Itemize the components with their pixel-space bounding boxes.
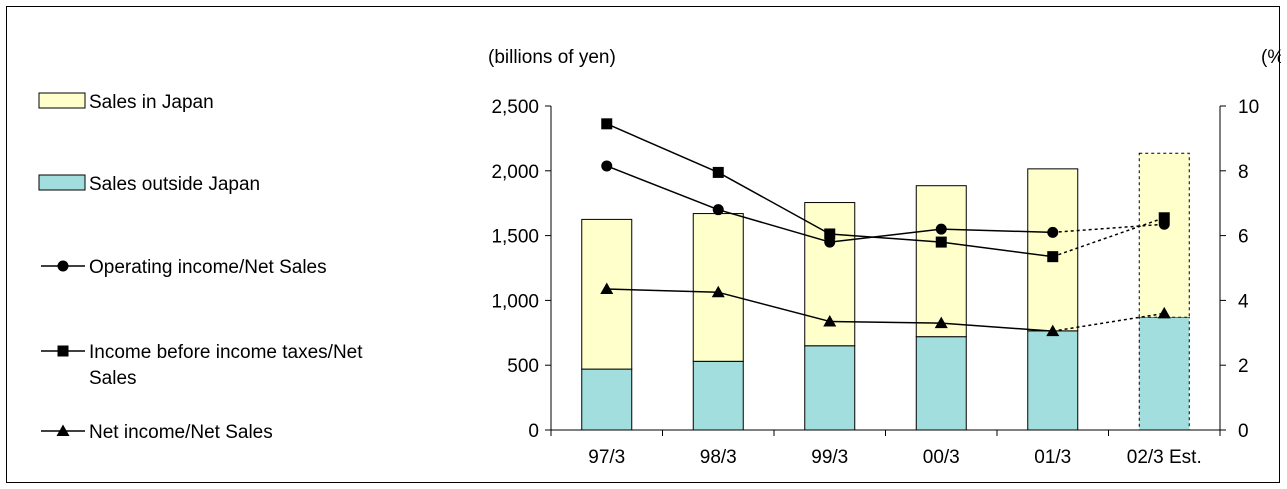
right-axis-label: (%): [1261, 47, 1281, 68]
series-point: [600, 282, 614, 295]
legend-label: Income before income taxes/Net: [89, 342, 363, 363]
right-axis-tick-label: 2: [1238, 356, 1249, 377]
legend-marker: [56, 424, 70, 436]
bar-sales-outside-japan: [692, 360, 744, 431]
series-point: [823, 314, 837, 327]
legend-marker: [57, 260, 69, 272]
series-point: [1157, 306, 1171, 319]
series-segment: [606, 165, 719, 211]
bar-sales-outside-japan: [915, 336, 967, 431]
series-net-income-ratio: [600, 282, 1171, 337]
series-segment: [717, 171, 831, 235]
right-axis-tick-label: 0: [1238, 421, 1249, 442]
series-point: [1158, 212, 1170, 224]
series-segment: [941, 241, 1053, 258]
series-point: [712, 166, 724, 178]
series-segment: [941, 322, 1053, 332]
series-segment: [829, 228, 942, 243]
series-point: [711, 285, 725, 298]
right-axis-tick-label: 4: [1238, 291, 1249, 312]
series-segment: [606, 288, 719, 294]
left-axis-tick-label: 1,000: [491, 291, 539, 312]
left-axis-tick-label: 2,000: [491, 162, 539, 183]
left-axis-tick-label: 500: [507, 356, 539, 377]
legend-item: Operating income/Net Sales: [41, 257, 327, 278]
right-axis-tick-label: 8: [1238, 162, 1249, 183]
bar-sales-outside-japan: [804, 345, 856, 431]
legend-swatch: [38, 92, 86, 109]
bar-sales-in-japan: [1138, 152, 1190, 318]
series-segment: [1052, 312, 1165, 332]
series-point: [1047, 251, 1059, 263]
x-axis-tick-label: 01/3: [1034, 447, 1071, 468]
series-point: [1047, 226, 1059, 238]
series-segment: [1052, 217, 1165, 258]
series-point: [712, 204, 724, 216]
legend-item: Sales in Japan: [38, 92, 214, 113]
legend-label: Net income/Net Sales: [89, 422, 273, 443]
legend-label: Sales in Japan: [89, 92, 214, 113]
legend-item: Net income/Net Sales: [41, 422, 273, 443]
axes: (billions of yen) (%) 0 500 1,000 1,500 2,00…: [488, 47, 1281, 468]
left-axis-tick-label: 2,500: [491, 97, 539, 118]
series-segment: [829, 320, 942, 324]
series-point: [935, 236, 947, 248]
legend-label: Sales outside Japan: [89, 174, 260, 195]
right-axis-tick-label: 10: [1238, 97, 1259, 118]
series-segment: [829, 233, 942, 243]
legend-swatch: [38, 174, 86, 191]
series-operating-income-ratio: [601, 160, 1170, 248]
legend-item: Sales outside Japan: [38, 174, 260, 195]
x-axis-tick-label: 98/3: [700, 447, 737, 468]
series-segment: [1052, 223, 1165, 234]
left-axis-tick-label: 0: [528, 421, 539, 442]
chart-canvas: Sales in Japan Sales outside Japan Operati…: [38, 47, 1281, 468]
legend-item: Income before income taxes/Net Sales: [41, 342, 363, 389]
legend-label: Operating income/Net Sales: [89, 257, 327, 278]
right-axis-tick-label: 6: [1238, 227, 1249, 248]
series-income-before-taxes-ratio: [601, 118, 1170, 263]
series-segment: [718, 291, 830, 323]
series-point: [601, 118, 613, 130]
legend-label: Sales: [89, 368, 137, 389]
series-segment: [606, 123, 719, 174]
x-axis-tick-label: 02/3 Est.: [1127, 447, 1202, 468]
bar-sales-in-japan: [581, 218, 633, 370]
left-axis-tick-label: 1,500: [491, 227, 539, 248]
chart-frame: Sales in Japan Sales outside Japan Operati…: [6, 6, 1281, 483]
series-segment: [941, 228, 1053, 234]
series-point: [934, 316, 948, 329]
bar-sales-outside-japan: [581, 368, 633, 431]
series-point: [935, 223, 947, 235]
bar-sales-outside-japan: [1138, 316, 1190, 431]
line-series: [600, 118, 1171, 337]
series-point: [824, 228, 836, 240]
legend-marker: [57, 345, 69, 357]
left-axis-label: (billions of yen): [488, 47, 616, 68]
bars: [581, 152, 1190, 431]
x-axis-tick-label: 99/3: [811, 447, 848, 468]
series-point: [1046, 324, 1060, 337]
series-segment: [718, 208, 830, 243]
x-axis-tick-label: 97/3: [588, 447, 625, 468]
bar-sales-in-japan: [915, 185, 967, 338]
bar-sales-outside-japan: [1027, 330, 1079, 431]
bar-sales-in-japan: [1027, 168, 1079, 332]
series-point: [601, 160, 613, 172]
legend: Sales in Japan Sales outside Japan Operati…: [38, 92, 363, 443]
x-axis-tick-label: 00/3: [923, 447, 960, 468]
